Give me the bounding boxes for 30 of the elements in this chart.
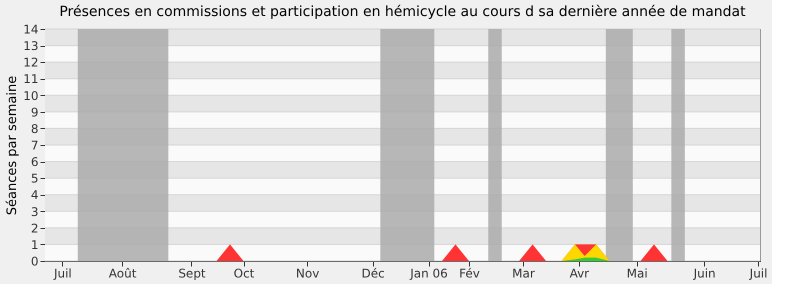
y-tick-label: 11: [23, 72, 38, 86]
x-tick-label: Fév: [459, 266, 480, 280]
y-axis-title: Séances par semaine: [5, 76, 20, 216]
y-tick-label: 2: [30, 221, 38, 236]
y-tick-label: 0: [30, 254, 38, 268]
x-tick-label: Août: [108, 266, 137, 280]
x-tick-label: Juil: [748, 266, 768, 280]
y-tick-label: 1: [30, 238, 38, 252]
y-tick-label: 12: [23, 56, 38, 70]
y-tick-label: 13: [23, 39, 38, 54]
x-tick-label: Juil: [52, 266, 72, 280]
y-tick-label: 6: [30, 155, 38, 170]
x-tick-label: Oct: [234, 266, 255, 280]
y-tick-label: 8: [30, 122, 38, 136]
x-tick-label: Jan 06: [409, 266, 448, 280]
x-tick-label: Déc: [362, 266, 385, 280]
y-tick-label: 5: [30, 172, 38, 186]
y-tick-label: 4: [30, 188, 38, 202]
x-tick-label: Mai: [626, 266, 648, 280]
x-tick-label: Avr: [570, 266, 590, 280]
x-tick-label: Mar: [512, 266, 535, 280]
y-tick-label: 3: [30, 204, 38, 219]
y-tick-label: 9: [30, 105, 38, 120]
chart-title: Présences en commissions et participation en hémicycle au cours d sa dernière année de mandat: [59, 4, 746, 20]
y-tick-label: 14: [23, 22, 38, 36]
x-tick-label: Juin: [692, 266, 716, 280]
y-tick-label: 7: [30, 138, 38, 152]
y-tick-label: 10: [23, 88, 38, 103]
x-tick-label: Sept: [178, 266, 206, 280]
x-tick-label: Nov: [296, 266, 320, 280]
